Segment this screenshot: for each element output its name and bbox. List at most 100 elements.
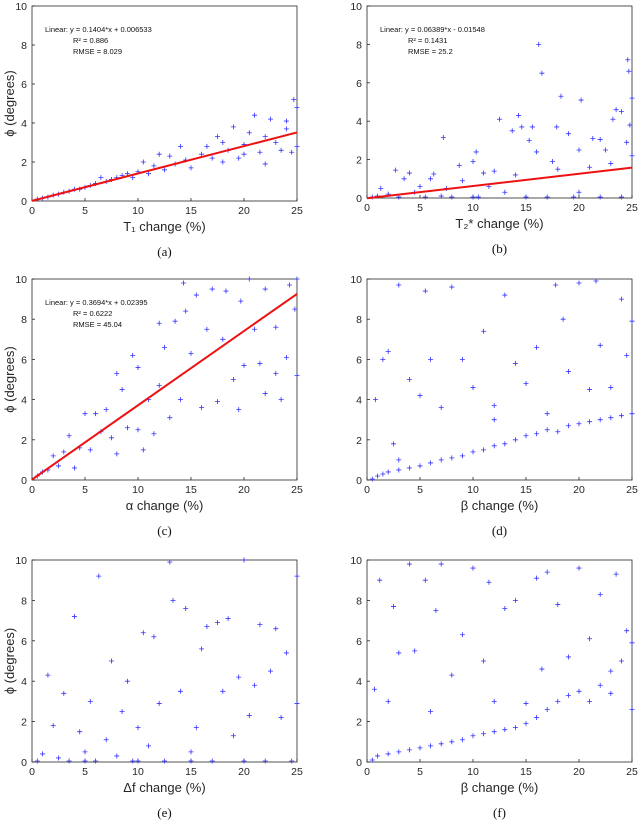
data-point	[597, 591, 603, 597]
data-point	[156, 151, 162, 157]
x-tick-label: 0	[364, 484, 370, 496]
data-point	[294, 276, 300, 282]
x-tick-label: 20	[573, 484, 585, 496]
x-axis-label: α change (%)	[126, 498, 204, 513]
y-tick-label: 0	[21, 196, 27, 208]
data-point	[491, 403, 497, 409]
data-point	[82, 411, 88, 417]
x-axis-label: β change (%)	[461, 780, 539, 795]
data-point	[278, 715, 284, 721]
y-tick-label: 10	[350, 1, 362, 13]
data-point	[608, 668, 614, 674]
data-point	[629, 640, 635, 646]
data-point	[61, 449, 67, 455]
fit-annotation: RMSE = 45.04	[73, 320, 122, 329]
data-point	[396, 282, 402, 288]
data-point	[257, 360, 263, 366]
data-point	[82, 758, 88, 764]
data-point	[608, 160, 614, 166]
y-tick-label: 0	[356, 757, 362, 769]
x-tick-label: 0	[364, 202, 370, 214]
data-point	[273, 626, 279, 632]
x-tick-label: 25	[626, 766, 638, 778]
data-point	[238, 298, 244, 304]
data-point	[502, 189, 508, 195]
data-point	[391, 441, 396, 447]
data-point	[199, 405, 205, 411]
y-tick-label: 0	[356, 193, 362, 205]
data-point	[608, 385, 614, 391]
data-point	[618, 109, 624, 115]
data-point	[610, 116, 616, 122]
data-point	[50, 453, 56, 459]
data-point	[470, 565, 476, 571]
data-point	[440, 135, 446, 141]
x-tick-label: 10	[467, 202, 479, 214]
data-point	[283, 354, 289, 360]
data-point	[534, 431, 540, 437]
data-point	[283, 118, 289, 124]
panel-f: 0 5 10 15 20 25 0 2 4 6 8 10 β change (%) (f)	[350, 555, 638, 820]
data-point	[597, 417, 603, 423]
data-point	[578, 97, 584, 103]
data-point	[140, 630, 146, 636]
data-point	[587, 387, 593, 393]
data-point	[449, 672, 455, 678]
data-point	[223, 288, 229, 294]
data-point	[262, 161, 268, 167]
data-point	[406, 561, 412, 567]
fit-annotation: Linear: y = 0.1404*x + 0.006533	[45, 25, 152, 34]
data-point	[536, 41, 542, 47]
panel-caption: (f)	[493, 805, 506, 820]
data-point	[587, 698, 593, 704]
data-point	[544, 427, 550, 433]
data-point	[597, 194, 603, 200]
data-point	[385, 698, 391, 704]
data-point	[61, 690, 67, 696]
y-tick-label: 10	[350, 555, 362, 567]
x-tick-label: 20	[238, 766, 250, 778]
data-point	[597, 342, 603, 348]
data-point	[590, 135, 596, 141]
data-point	[475, 194, 481, 200]
data-point	[459, 632, 465, 638]
data-point	[177, 688, 183, 694]
y-tick-label: 4	[21, 676, 27, 688]
x-axis-label: T₂* change (%)	[455, 216, 543, 231]
data-point	[412, 648, 418, 654]
data-point	[523, 700, 529, 706]
data-point	[262, 134, 268, 140]
data-point	[177, 397, 183, 403]
data-point	[393, 167, 399, 173]
data-point	[565, 368, 571, 374]
data-point	[470, 159, 476, 165]
y-tick-label: 8	[356, 314, 362, 326]
y-tick-label: 2	[21, 157, 27, 169]
y-tick-label: 4	[356, 116, 362, 128]
data-point	[372, 397, 378, 403]
data-point	[626, 68, 632, 74]
data-point	[294, 372, 300, 378]
data-point	[428, 709, 434, 714]
x-tick-label: 20	[238, 205, 250, 217]
data-point	[162, 167, 167, 173]
data-point	[278, 147, 284, 153]
plot-area	[366, 559, 633, 763]
data-point	[220, 140, 226, 145]
data-point	[576, 147, 582, 153]
data-point	[422, 288, 428, 294]
data-point	[449, 194, 455, 200]
y-tick-label: 2	[21, 435, 27, 447]
data-point	[571, 194, 577, 200]
data-point	[273, 140, 279, 145]
data-point	[417, 393, 423, 399]
data-point	[516, 112, 522, 118]
data-point	[470, 449, 476, 455]
x-tick-label: 0	[29, 484, 35, 496]
data-point	[167, 415, 173, 421]
x-tick-label: 15	[185, 205, 197, 217]
y-tick-label: 8	[21, 40, 27, 52]
data-point	[558, 93, 564, 99]
panel-caption: (d)	[492, 523, 507, 538]
data-point	[130, 352, 136, 358]
